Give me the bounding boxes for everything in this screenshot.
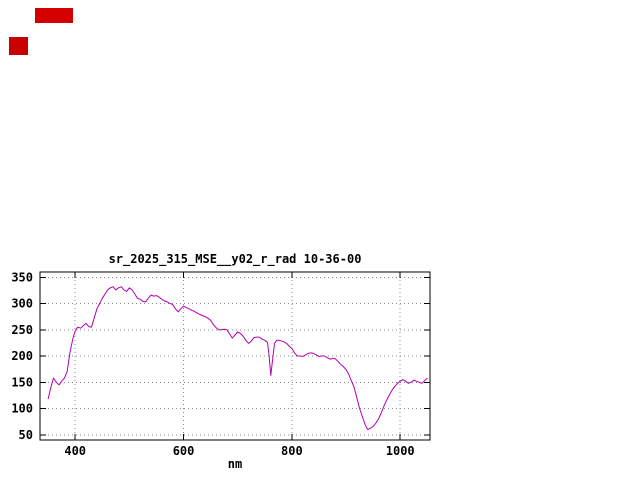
spectrum-series-line [47,286,428,430]
x-tick-label: 1000 [386,444,415,458]
x-tick-label: 600 [173,444,195,458]
tick-layer [40,272,430,440]
y-tick-label: 50 [19,428,33,442]
label-layer: 400 600 800 1000 50 100 150 200 250 300 350 [11,270,414,458]
x-tick-label: 400 [64,444,86,458]
x-tick-label: 800 [281,444,303,458]
y-tick-label: 250 [11,323,33,337]
x-axis-label: nm [228,457,242,471]
grid-layer [40,272,430,440]
chart-title: sr_2025_315_MSE__y02_r_rad 10-36-00 [109,252,362,267]
y-tick-label: 150 [11,375,33,389]
y-tick-label: 350 [11,270,33,284]
red-marker-left [9,37,28,55]
plot-border [39,271,431,441]
series-layer [47,286,428,430]
y-tick-label: 100 [11,402,33,416]
red-marker-top [35,8,73,23]
y-tick-label: 300 [11,297,33,311]
y-tick-label: 200 [11,349,33,363]
